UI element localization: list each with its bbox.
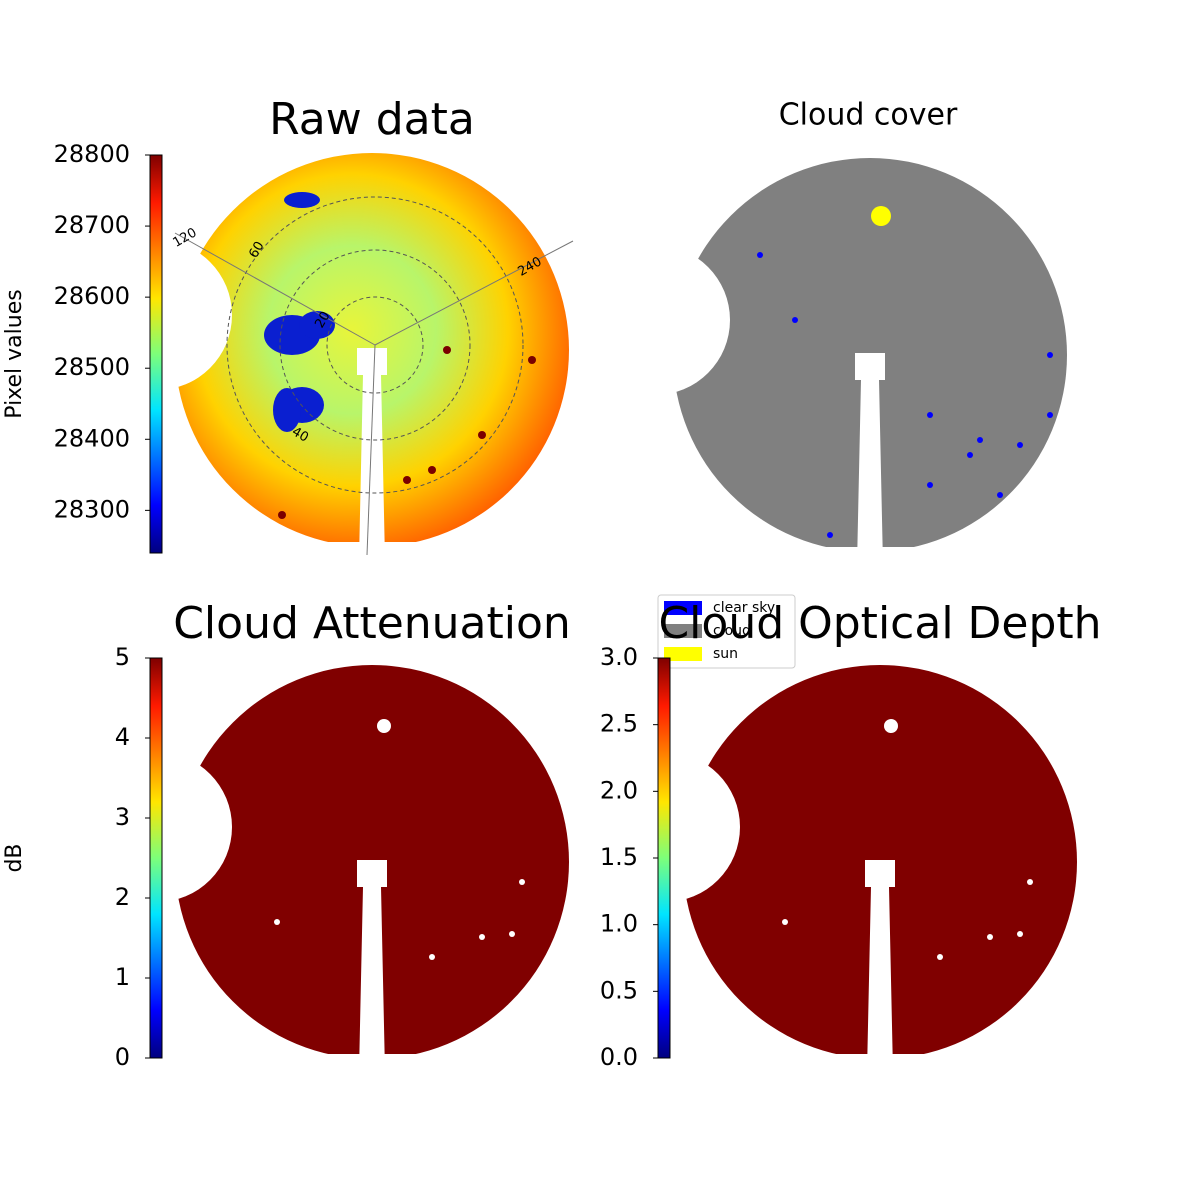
- colorbar-tick-label: 1: [115, 963, 130, 991]
- speck: [478, 431, 486, 439]
- colorbar: [149, 657, 163, 1059]
- cloud-field: [680, 662, 1080, 1062]
- panel-title: Raw data: [269, 94, 475, 145]
- panel-title: Cloud cover: [779, 98, 958, 133]
- legend-swatch: [664, 601, 702, 615]
- gap: [937, 954, 943, 960]
- legend-label: cloud: [713, 623, 751, 639]
- clear-sky-spot: [1047, 412, 1053, 418]
- cloud-area: [670, 155, 1070, 555]
- speck: [428, 466, 436, 474]
- sky-disk: [172, 150, 572, 550]
- clear-sky-spot: [927, 412, 933, 418]
- polar-label: 120: [170, 225, 199, 250]
- speck: [443, 346, 451, 354]
- colorbar-tick-label: 28800: [54, 140, 130, 168]
- gap: [1017, 931, 1023, 937]
- polar-spoke: [366, 344, 376, 556]
- polar-label: 20: [312, 309, 333, 331]
- colorbar-tick-label: 4: [115, 723, 130, 751]
- colorbar-tick-label: 2: [115, 883, 130, 911]
- gap: [429, 954, 435, 960]
- colorbar-tick-label: 2.0: [600, 776, 638, 804]
- polar-ring: [226, 196, 524, 494]
- colorbar-tick-label: 3.0: [600, 643, 638, 671]
- legend-swatch: [664, 647, 702, 661]
- colorbar-label: dB: [2, 843, 27, 872]
- colorbar-tick-label: 0: [115, 1043, 130, 1071]
- gap: [509, 931, 515, 937]
- gap: [519, 879, 525, 885]
- polar-ring: [279, 249, 471, 441]
- clear-sky-spot: [827, 532, 833, 538]
- polar-label: 60: [246, 239, 267, 261]
- sky-disk: [680, 662, 1080, 1062]
- colorbar-label: Pixel values: [2, 289, 27, 418]
- speck: [528, 356, 536, 364]
- polar-spoke: [174, 232, 376, 346]
- legend-label: clear sky: [713, 600, 775, 616]
- cloud-field: [172, 662, 572, 1062]
- colorbar-tick-label: 3: [115, 803, 130, 831]
- sun-hole: [377, 719, 391, 733]
- clear-sky-spot: [1017, 442, 1023, 448]
- sky-disk: [670, 155, 1070, 555]
- sky-disk: [172, 662, 572, 1062]
- clear-sky-spot: [927, 482, 933, 488]
- sky-image: [680, 662, 1080, 1062]
- gap: [782, 919, 788, 925]
- raw-field: [172, 150, 572, 550]
- gap: [1027, 879, 1033, 885]
- colorbar-tick-label: 1.0: [600, 910, 638, 938]
- gap: [274, 919, 280, 925]
- speck: [403, 476, 411, 484]
- colorbar-tick-label: 0.5: [600, 976, 638, 1004]
- clear-sky-spot: [997, 492, 1003, 498]
- panel-title: Cloud Attenuation: [173, 598, 571, 649]
- panel-title: Cloud Optical Depth: [658, 598, 1101, 649]
- polar-spoke: [374, 240, 574, 346]
- colorbar-tick-label: 28600: [54, 282, 130, 310]
- speck: [278, 511, 286, 519]
- colorbar: [149, 154, 163, 554]
- colorbar-tick-label: 0.0: [600, 1043, 638, 1071]
- colorbar-tick-label: 28300: [54, 495, 130, 523]
- clear-sky-spot: [792, 317, 798, 323]
- clear-sky-spot: [1047, 352, 1053, 358]
- colorbar-tick-label: 1.5: [600, 843, 638, 871]
- colorbar-tick-label: 28500: [54, 353, 130, 381]
- polar-ring: [326, 296, 424, 394]
- sun-hole: [884, 719, 898, 733]
- colorbar-tick-label: 28700: [54, 211, 130, 239]
- clear-patch: [284, 192, 320, 208]
- colorbar-tick-label: 5: [115, 643, 130, 671]
- legend: clear sky cloud sun: [657, 594, 796, 669]
- legend-label: sun: [713, 646, 738, 662]
- sun-disk: [871, 206, 891, 226]
- clear-sky-spot: [967, 452, 973, 458]
- sky-image: [172, 662, 572, 1062]
- clear-patch: [273, 388, 301, 432]
- gap: [479, 934, 485, 940]
- clear-sky-spot: [977, 437, 983, 443]
- colorbar-tick-label: 2.5: [600, 710, 638, 738]
- speck: [508, 506, 516, 514]
- clear-sky-spot: [757, 252, 763, 258]
- sky-image: [670, 155, 1070, 555]
- colorbar: [657, 657, 671, 1059]
- polar-label: 40: [289, 424, 311, 445]
- gap: [987, 934, 993, 940]
- legend-swatch: [664, 624, 702, 638]
- colorbar-tick-label: 28400: [54, 424, 130, 452]
